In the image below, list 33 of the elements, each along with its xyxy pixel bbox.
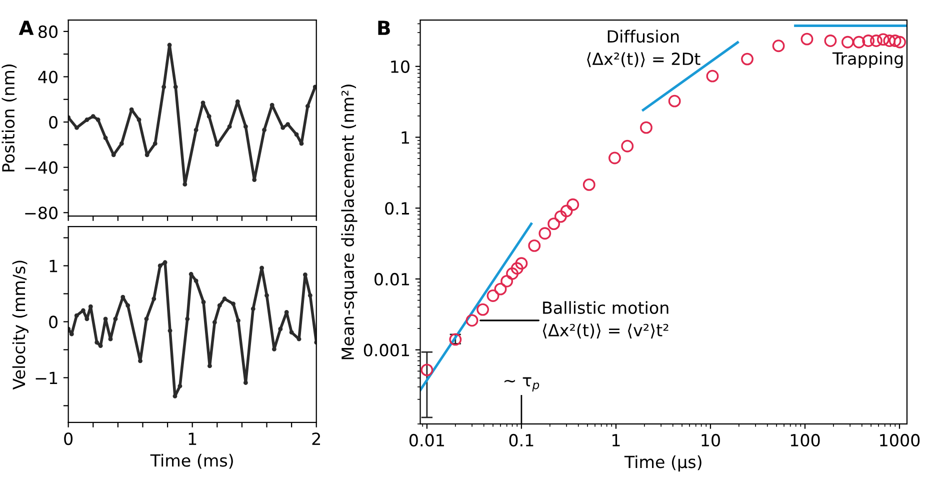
y-axis-title: Velocity (mm/s) <box>12 260 28 390</box>
x-tick-label: 2 <box>312 432 320 445</box>
y-tick-label: 0.01 <box>374 272 410 286</box>
x-tick-label: 1 <box>188 432 196 445</box>
y-tick-label: 0 <box>49 116 58 129</box>
y-tick-label: −80 <box>25 206 58 220</box>
x-tick-label: 1 <box>612 434 620 446</box>
x-tick-label: 1000 <box>880 434 920 447</box>
y-axis-title: Mean-square displacement (nm²) <box>341 84 358 360</box>
y-tick-label: 40 <box>38 70 58 84</box>
y-tick-label: 1 <box>402 131 410 144</box>
x-tick-label: 0.01 <box>409 434 444 447</box>
y-tick-label: 0.001 <box>364 344 410 356</box>
y-tick-label: 80 <box>38 25 58 38</box>
x-tick-label: 10 <box>702 434 720 447</box>
x-tick-label: 0 <box>64 432 73 446</box>
chart-title: B <box>378 20 390 35</box>
y-tick-label: 1 <box>50 260 58 272</box>
y-tick-label: −40 <box>25 161 58 174</box>
annotation: Ballistic motion ⟨Δx²(t)⟩ = ⟨v²⟩t² <box>542 301 668 338</box>
annotation: Trapping <box>832 52 903 68</box>
x-tick-label: 0.1 <box>509 434 534 447</box>
annotation: Diffusion ⟨Δx²(t)⟩ = 2Dt <box>587 30 700 68</box>
y-tick-label: −1 <box>36 372 58 384</box>
x-axis-title: Time (µs) <box>624 455 702 472</box>
y-tick-label: 0 <box>49 316 58 328</box>
x-tick-label: 100 <box>790 434 820 447</box>
x-axis-title: Time (ms) <box>150 454 233 469</box>
y-tick-label: 10 <box>391 60 410 73</box>
y-tick-label: 0.1 <box>385 202 410 215</box>
ref-line-label: ~ τ$_{p}$ <box>504 377 540 392</box>
y-axis-title: Position (nm) <box>2 64 17 172</box>
chart-title: A <box>18 20 34 35</box>
